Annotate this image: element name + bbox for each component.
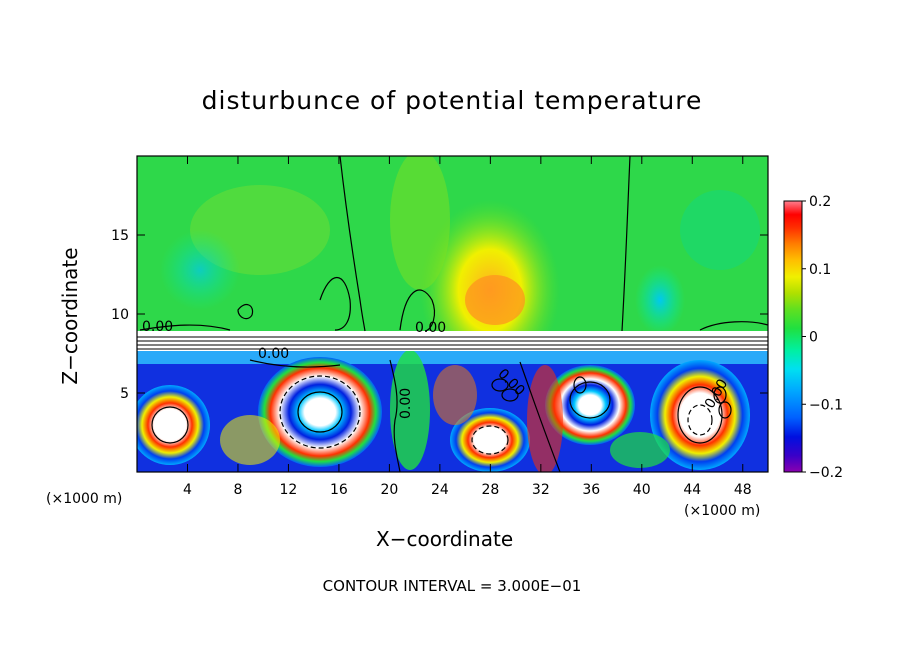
x-axis-label: X−coordinate — [376, 527, 514, 551]
contour-interval-note: CONTOUR INTERVAL = 3.000E−01 — [322, 577, 582, 595]
chart-title: disturbunce of potential temperature — [201, 86, 703, 115]
y-axis: 5 10 15 — [111, 228, 768, 402]
heatmap-field: 0.00 0.00 0.00 0.00 0.00 0.00 — [137, 156, 768, 472]
colorbar-tick-label: 0.1 — [809, 262, 831, 278]
colorbar-tick-label: 0.2 — [809, 194, 831, 210]
x-tick-label: 48 — [734, 482, 752, 498]
x-tick-label: 44 — [683, 482, 701, 498]
contour-label: 0.00 — [415, 320, 446, 336]
y-tick-label: 10 — [111, 307, 129, 323]
x-tick-label: 32 — [532, 482, 550, 498]
x-unit-label: (×1000 m) — [684, 503, 761, 519]
colorbar-tick-label: 0 — [809, 330, 818, 346]
x-tick-label: 28 — [481, 482, 499, 498]
colorbar — [783, 200, 803, 473]
x-tick-label: 36 — [582, 482, 600, 498]
x-tick-label: 24 — [431, 482, 449, 498]
x-tick-label: 16 — [330, 482, 348, 498]
colorbar-tick-label: −0.1 — [809, 397, 843, 413]
contour-label: 0.00 — [142, 319, 173, 335]
x-tick-label: 40 — [633, 482, 651, 498]
contour-label: 0.00 — [258, 346, 289, 362]
y-unit-label: (×1000 m) — [46, 491, 123, 507]
x-axis: 4 8 12 16 20 24 28 32 36 40 44 48 — [183, 156, 752, 498]
y-axis-label: Z−coordinate — [58, 247, 82, 385]
x-tick-label: 12 — [280, 482, 298, 498]
x-tick-label: 4 — [183, 482, 192, 498]
colorbar-tick-label: −0.2 — [809, 465, 843, 481]
x-tick-label: 8 — [233, 482, 242, 498]
y-tick-label: 15 — [111, 228, 129, 244]
y-tick-label: 5 — [120, 386, 129, 402]
contour-label: 0.00 — [398, 388, 414, 419]
colorbar-ticks: 0.2 0.1 0 −0.1 −0.2 — [802, 194, 843, 481]
x-tick-label: 20 — [380, 482, 398, 498]
